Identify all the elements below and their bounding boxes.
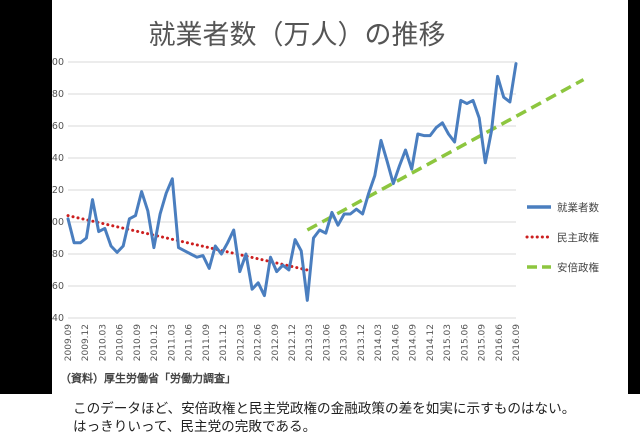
y-tick-label: 6300 bbox=[52, 217, 64, 228]
chart-title: 就業者数（万人）の推移 bbox=[149, 20, 446, 51]
x-tick-label: 2015.06 bbox=[460, 324, 470, 361]
employment-line-chart: 就業者数（万人）の推移 6240 6260 6280 6300 6320 6340 6360… bbox=[52, 20, 599, 385]
x-tick-label: 2015.03 bbox=[443, 324, 453, 361]
x-tick-label: 2013.03 bbox=[305, 324, 315, 361]
chart-card: 就業者数（万人）の推移 6240 6260 6280 6300 6320 6340 6360… bbox=[52, 0, 628, 394]
x-tick-label: 2010.06 bbox=[116, 324, 126, 361]
x-tick-label: 2014.06 bbox=[391, 324, 401, 361]
x-tick-label: 2011.12 bbox=[219, 324, 229, 361]
x-tick-label: 2015.09 bbox=[478, 324, 488, 361]
series-layer bbox=[66, 62, 585, 302]
y-tick-label: 6360 bbox=[52, 121, 64, 132]
source-note: （資料）厚生労働省「労働力調査」 bbox=[60, 371, 236, 385]
x-tick-label: 2016.06 bbox=[495, 324, 505, 361]
x-tick-label: 2009.09 bbox=[64, 324, 74, 361]
legend-label: 民主政権 bbox=[557, 231, 599, 244]
x-tick-label: 2012.03 bbox=[236, 324, 246, 361]
x-tick-label: 2016.09 bbox=[512, 324, 522, 361]
y-tick-label: 6380 bbox=[52, 89, 64, 100]
x-tick-label: 2011.09 bbox=[202, 324, 212, 361]
x-tick-label: 2014.12 bbox=[426, 324, 436, 361]
x-tick-label: 2011.06 bbox=[185, 324, 195, 361]
democratic-trend-line bbox=[66, 214, 309, 272]
y-tick-label: 6320 bbox=[52, 185, 64, 196]
caption-block: このデータほど、安倍政権と民主党政権の金融政策の差を如実に示すものはない。 はっ… bbox=[0, 394, 640, 442]
x-tick-label: 2013.06 bbox=[322, 324, 332, 361]
y-tick-label: 6400 bbox=[52, 57, 64, 68]
y-tick-label: 6240 bbox=[52, 313, 64, 324]
abe-trend-line bbox=[306, 78, 585, 232]
x-tick-label: 2013.09 bbox=[340, 324, 350, 361]
y-tick-label: 6280 bbox=[52, 249, 64, 260]
y-axis-ticks: 6240 6260 6280 6300 6320 6340 6360 6380 6400 bbox=[52, 57, 64, 324]
x-tick-label: 2014.09 bbox=[409, 324, 419, 361]
x-tick-label: 2012.09 bbox=[271, 324, 281, 361]
x-tick-label: 2012.06 bbox=[254, 324, 264, 361]
x-tick-label: 2014.03 bbox=[374, 324, 384, 361]
x-tick-label: 2012.12 bbox=[288, 324, 298, 361]
x-tick-label: 2009.12 bbox=[81, 324, 91, 361]
employment-series-line bbox=[66, 62, 518, 302]
caption-line-2: はっきりいって、民主党の完敗である。 bbox=[73, 419, 317, 435]
legend-label: 安倍政権 bbox=[557, 261, 599, 274]
y-tick-label: 6260 bbox=[52, 281, 64, 292]
x-tick-label: 2010.09 bbox=[133, 324, 143, 361]
y-tick-label: 6340 bbox=[52, 153, 64, 164]
x-tick-label: 2010.12 bbox=[150, 324, 160, 361]
x-axis-ticks: 2009.09 2009.12 2010.03 2010.06 2010.09 2010.… bbox=[64, 324, 522, 361]
gridlines bbox=[68, 61, 516, 319]
x-tick-label: 2013.12 bbox=[357, 324, 367, 361]
x-tick-label: 2011.03 bbox=[167, 324, 177, 361]
legend-label: 就業者数 bbox=[557, 201, 599, 214]
x-tick-label: 2010.03 bbox=[98, 324, 108, 361]
caption-line-1: このデータほど、安倍政権と民主党政権の金融政策の差を如実に示すものはない。 bbox=[73, 401, 576, 417]
